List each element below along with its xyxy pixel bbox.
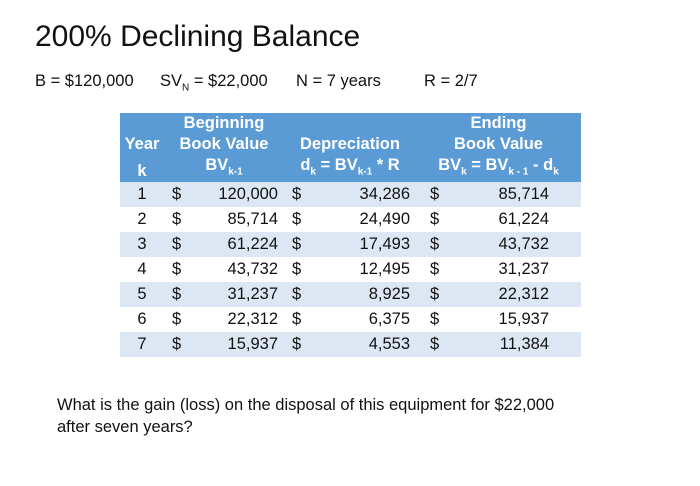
currency-sign: $ xyxy=(430,235,440,254)
depreciation-value: 12,495 xyxy=(359,260,410,279)
header-ending: Ending xyxy=(416,113,581,134)
ending-bv-value: 31,237 xyxy=(498,260,549,279)
header-k: k xyxy=(120,155,164,183)
beginning-bv-cell: $85,714 xyxy=(164,207,284,233)
header-dep-blank xyxy=(284,113,416,134)
param-life: N = 7 years xyxy=(296,72,381,90)
currency-sign: $ xyxy=(292,235,302,254)
table-row: 1 $120,000 $34,286 $85,714 xyxy=(120,182,581,208)
depreciation-value: 24,490 xyxy=(359,210,410,229)
ending-bv-cell: $85,714 xyxy=(416,182,581,208)
header-ending-book-value: Book Value xyxy=(416,134,581,155)
currency-sign: $ xyxy=(172,260,182,279)
ending-bv-cell: $15,937 xyxy=(416,307,581,333)
depreciation-cell: $4,553 xyxy=(284,332,416,358)
beginning-bv-value: 120,000 xyxy=(218,185,278,204)
depreciation-value: 4,553 xyxy=(368,335,410,354)
year-cell: 3 xyxy=(120,232,164,258)
year-cell: 2 xyxy=(120,207,164,233)
year-cell: 5 xyxy=(120,282,164,308)
param-rate: R = 2/7 xyxy=(424,72,478,90)
table-row: 5 $31,237 $8,925 $22,312 xyxy=(120,282,581,308)
ending-bv-value: 85,714 xyxy=(498,185,549,204)
header-ebv-formula: BVk = BVk - 1 - dk xyxy=(416,155,581,183)
header-beginning: Beginning xyxy=(164,113,284,134)
depreciation-cell: $34,286 xyxy=(284,182,416,208)
ending-bv-cell: $31,237 xyxy=(416,257,581,283)
year-cell: 4 xyxy=(120,257,164,283)
currency-sign: $ xyxy=(430,210,440,229)
currency-sign: $ xyxy=(172,285,182,304)
beginning-bv-value: 31,237 xyxy=(227,285,278,304)
currency-sign: $ xyxy=(292,335,302,354)
header-row-2: Year Book Value Depreciation Book Value xyxy=(120,134,581,155)
currency-sign: $ xyxy=(292,310,302,329)
header-year-blank xyxy=(120,113,164,134)
depreciation-value: 34,286 xyxy=(359,185,410,204)
currency-sign: $ xyxy=(430,310,440,329)
depreciation-cell: $24,490 xyxy=(284,207,416,233)
table-row: 6 $22,312 $6,375 $15,937 xyxy=(120,307,581,333)
param-salvage: SVN = $22,000 xyxy=(160,72,268,94)
currency-sign: $ xyxy=(172,235,182,254)
ending-bv-value: 11,384 xyxy=(499,335,549,354)
beginning-bv-value: 43,732 xyxy=(227,260,278,279)
beginning-bv-value: 85,714 xyxy=(227,210,278,229)
param-basis: B = $120,000 xyxy=(35,72,134,90)
currency-sign: $ xyxy=(292,285,302,304)
beginning-bv-value: 61,224 xyxy=(227,235,278,254)
beginning-bv-cell: $15,937 xyxy=(164,332,284,358)
ending-bv-value: 61,224 xyxy=(498,210,549,229)
beginning-bv-cell: $31,237 xyxy=(164,282,284,308)
table-row: 3 $61,224 $17,493 $43,732 xyxy=(120,232,581,258)
ending-bv-cell: $61,224 xyxy=(416,207,581,233)
currency-sign: $ xyxy=(292,260,302,279)
depreciation-cell: $6,375 xyxy=(284,307,416,333)
table-row: 4 $43,732 $12,495 $31,237 xyxy=(120,257,581,283)
beginning-bv-value: 15,937 xyxy=(227,335,278,354)
table-row: 7 $15,937 $4,553 $11,384 xyxy=(120,332,581,358)
currency-sign: $ xyxy=(292,185,302,204)
currency-sign: $ xyxy=(430,185,440,204)
depreciation-value: 8,925 xyxy=(368,285,410,304)
beginning-bv-cell: $43,732 xyxy=(164,257,284,283)
ending-bv-cell: $43,732 xyxy=(416,232,581,258)
header-row-3: k BVk-1 dk = BVk-1 * R BVk = BVk - 1 - d… xyxy=(120,155,581,183)
ending-bv-value: 43,732 xyxy=(498,235,549,254)
depreciation-cell: $17,493 xyxy=(284,232,416,258)
depreciation-table: Beginning Ending Year Book Value Depreci… xyxy=(120,113,581,358)
year-cell: 1 xyxy=(120,182,164,208)
beginning-bv-cell: $61,224 xyxy=(164,232,284,258)
slide-title: 200% Declining Balance xyxy=(35,20,361,53)
currency-sign: $ xyxy=(430,260,440,279)
header-depreciation: Depreciation xyxy=(284,134,416,155)
header-dep-formula: dk = BVk-1 * R xyxy=(284,155,416,183)
question-text: What is the gain (loss) on the disposal … xyxy=(57,396,555,436)
currency-sign: $ xyxy=(430,335,440,354)
currency-sign: $ xyxy=(292,210,302,229)
table-row: 2 $85,714 $24,490 $61,224 xyxy=(120,207,581,233)
year-cell: 6 xyxy=(120,307,164,333)
ending-bv-value: 15,937 xyxy=(498,310,549,329)
currency-sign: $ xyxy=(172,335,182,354)
depreciation-value: 6,375 xyxy=(368,310,410,329)
year-cell: 7 xyxy=(120,332,164,358)
beginning-bv-cell: $22,312 xyxy=(164,307,284,333)
header-bbv-formula: BVk-1 xyxy=(164,155,284,183)
currency-sign: $ xyxy=(430,285,440,304)
currency-sign: $ xyxy=(172,210,182,229)
header-row-1: Beginning Ending xyxy=(120,113,581,134)
ending-bv-value: 22,312 xyxy=(498,285,549,304)
depreciation-cell: $12,495 xyxy=(284,257,416,283)
beginning-bv-cell: $120,000 xyxy=(164,182,284,208)
beginning-bv-value: 22,312 xyxy=(227,310,278,329)
depreciation-cell: $8,925 xyxy=(284,282,416,308)
header-book-value: Book Value xyxy=(164,134,284,155)
ending-bv-cell: $11,384 xyxy=(416,332,581,358)
ending-bv-cell: $22,312 xyxy=(416,282,581,308)
depreciation-value: 17,493 xyxy=(359,235,410,254)
currency-sign: $ xyxy=(172,310,182,329)
header-year: Year xyxy=(120,134,164,155)
currency-sign: $ xyxy=(172,185,182,204)
